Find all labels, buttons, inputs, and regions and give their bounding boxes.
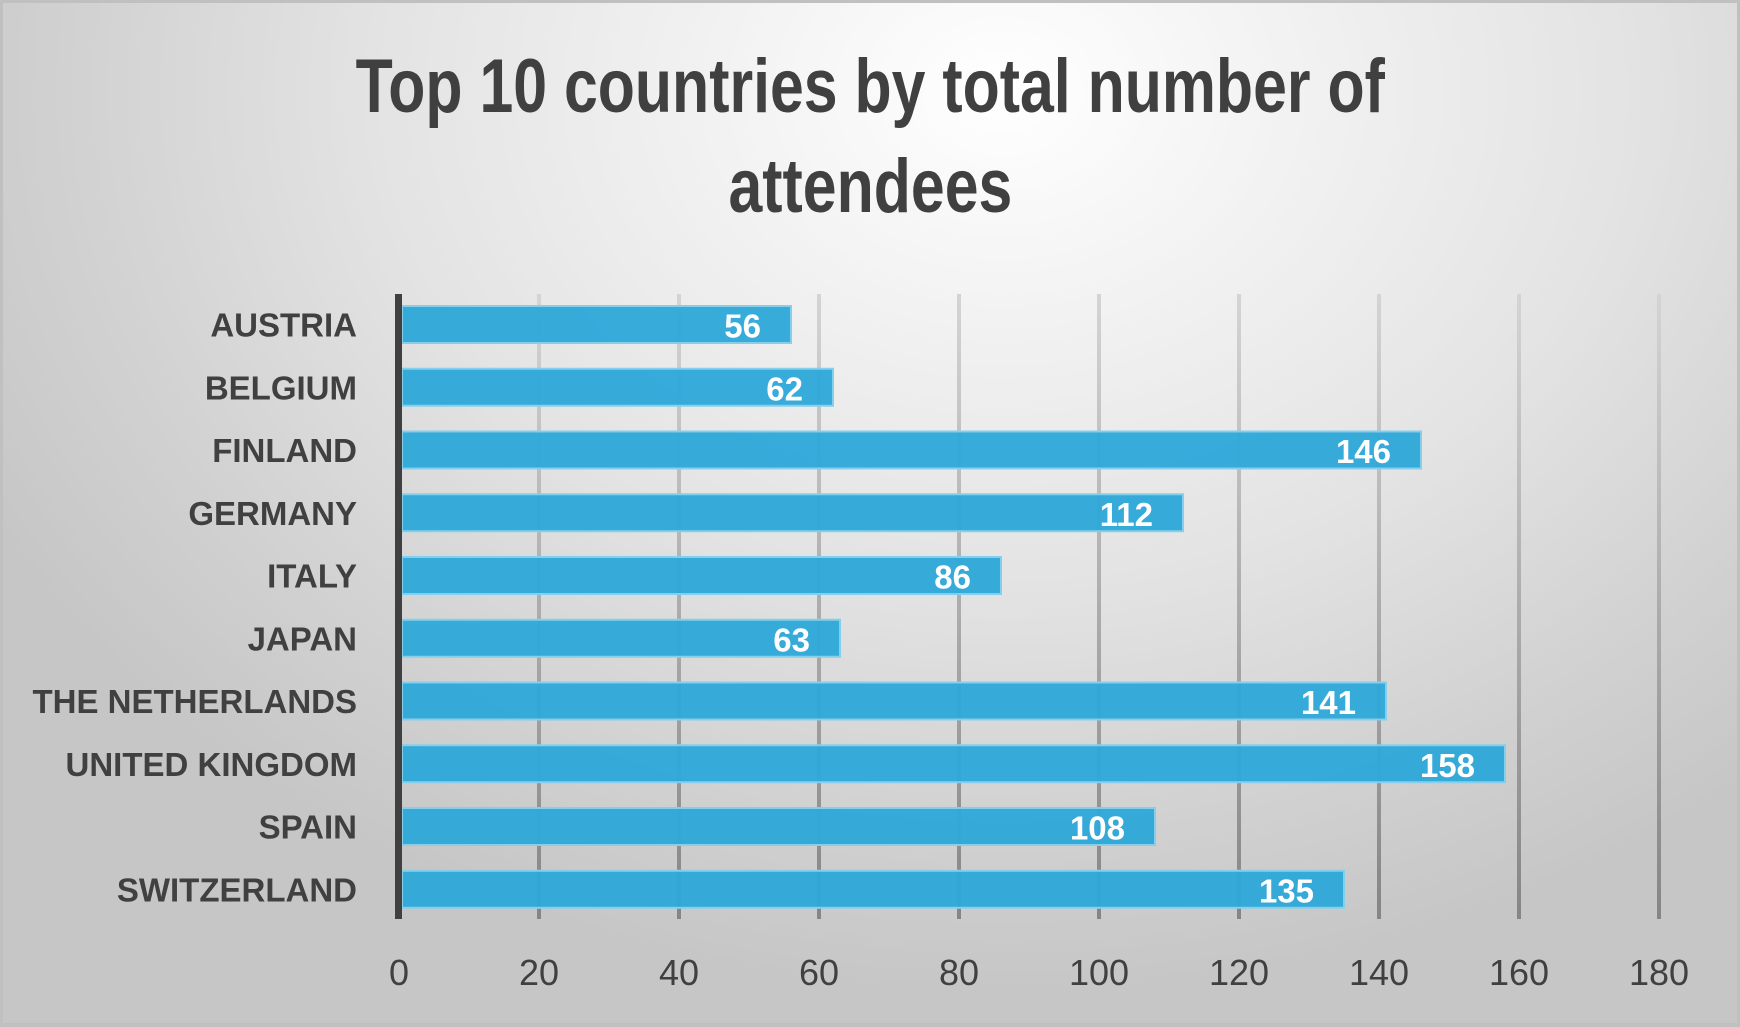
gridline bbox=[1657, 294, 1661, 919]
data-label: 56 bbox=[724, 308, 761, 345]
category-label: UNITED KINGDOM bbox=[66, 746, 358, 783]
data-label: 86 bbox=[934, 559, 971, 596]
bar bbox=[401, 807, 1156, 846]
gridline bbox=[677, 294, 681, 919]
gridline bbox=[1517, 294, 1521, 919]
bar bbox=[401, 618, 841, 658]
data-label: 112 bbox=[1100, 496, 1153, 533]
gridline bbox=[957, 294, 961, 919]
x-tick-label: 60 bbox=[799, 952, 839, 993]
data-label: 108 bbox=[1070, 810, 1125, 847]
category-labels: AUSTRIA BELGIUM FINLAND GERMANY ITALY JAPAN TH… bbox=[32, 307, 357, 909]
bar bbox=[401, 430, 1422, 470]
x-tick-label: 0 bbox=[389, 952, 409, 993]
x-tick-label: 100 bbox=[1069, 952, 1129, 993]
category-label: ITALY bbox=[267, 558, 357, 595]
bar bbox=[401, 681, 1387, 721]
bar bbox=[401, 744, 1506, 784]
category-label: BELGIUM bbox=[205, 369, 357, 406]
chart-title-line-1: Top 10 countries by total number of bbox=[3, 49, 1737, 125]
axis-line bbox=[395, 294, 402, 919]
gridline bbox=[537, 294, 541, 919]
data-label: 158 bbox=[1420, 747, 1475, 784]
category-label: JAPAN bbox=[248, 620, 357, 657]
x-tick-label: 120 bbox=[1209, 952, 1269, 993]
category-label: SPAIN bbox=[259, 809, 357, 846]
chart-title-text-2: attendees bbox=[728, 144, 1012, 229]
bar bbox=[401, 556, 1002, 595]
data-label: 146 bbox=[1336, 433, 1391, 470]
gridline bbox=[1237, 294, 1241, 919]
gridline bbox=[817, 294, 821, 919]
chart-title-text-1: Top 10 countries by total number of bbox=[355, 44, 1385, 129]
x-tick-labels: 0 20 40 60 80 100 120 140 160 180 bbox=[389, 952, 1689, 993]
category-label: AUSTRIA bbox=[210, 307, 357, 344]
chart-title-line-2: attendees bbox=[3, 149, 1737, 225]
category-label: THE NETHERLANDS bbox=[32, 683, 357, 720]
data-label: 141 bbox=[1301, 684, 1356, 721]
x-tick-label: 140 bbox=[1349, 952, 1409, 993]
data-label: 63 bbox=[773, 621, 810, 658]
x-tick-label: 180 bbox=[1629, 952, 1689, 993]
category-label: FINLAND bbox=[212, 432, 357, 469]
data-label: 62 bbox=[766, 370, 803, 407]
bar bbox=[401, 305, 792, 344]
x-tick-label: 160 bbox=[1489, 952, 1549, 993]
gridline bbox=[1377, 294, 1381, 919]
x-tick-label: 20 bbox=[519, 952, 559, 993]
bars bbox=[401, 305, 1506, 909]
x-tick-label: 80 bbox=[939, 952, 979, 993]
x-tick-label: 40 bbox=[659, 952, 699, 993]
data-label: 135 bbox=[1259, 872, 1314, 909]
y-axis bbox=[395, 294, 402, 919]
gridline bbox=[1097, 294, 1101, 919]
gridlines bbox=[537, 294, 1661, 919]
category-label: GERMANY bbox=[188, 495, 357, 532]
category-label: SWITZERLAND bbox=[117, 871, 357, 908]
bar bbox=[401, 493, 1184, 533]
bar bbox=[401, 869, 1345, 909]
